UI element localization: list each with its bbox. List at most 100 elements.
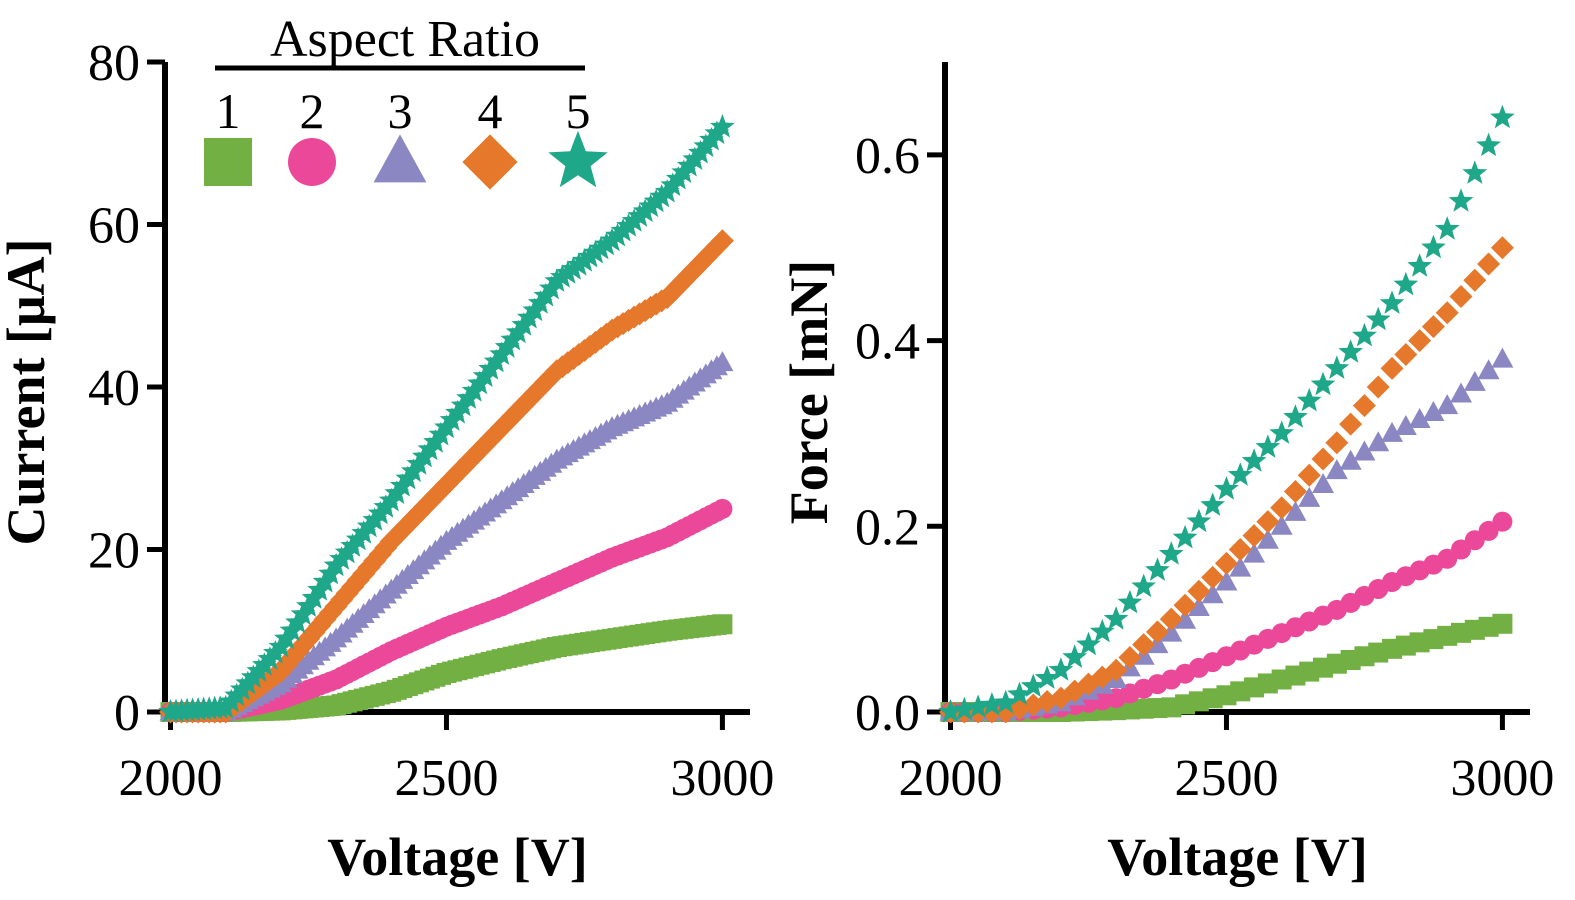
data-point: [1365, 306, 1391, 331]
data-point: [1310, 371, 1336, 396]
data-point: [710, 114, 735, 138]
y-axis-title: Force [mN]: [779, 260, 839, 524]
legend: Aspect Ratio 1 2 3 4 5: [204, 11, 608, 190]
data-point: [938, 699, 963, 723]
data-point: [1352, 322, 1377, 347]
data-point: [1408, 408, 1431, 428]
data-point: [1174, 608, 1197, 629]
series-2: [940, 511, 1513, 722]
legend-marker-circle: [288, 138, 336, 186]
x-tick-label: 2000: [119, 750, 223, 807]
data-point: [1283, 404, 1308, 428]
data-point: [710, 229, 734, 253]
legend-entry-label: 4: [478, 83, 503, 139]
data-point: [1229, 556, 1252, 577]
data-point: [1104, 658, 1128, 682]
data-point: [965, 694, 991, 718]
x-tick-label: 3000: [670, 750, 774, 807]
data-point: [1408, 329, 1432, 353]
current-chart: 0 20 40 60 80 2000 2500 3000 Voltage [V] Current …: [0, 35, 774, 887]
data-point: [1477, 252, 1501, 276]
data-point: [1187, 579, 1211, 603]
data-point: [1381, 421, 1404, 442]
data-point: [1242, 524, 1266, 548]
data-point: [1187, 596, 1210, 617]
data-point: [1214, 551, 1238, 575]
data-point: [1214, 476, 1239, 500]
y-tick-label: 0.6: [855, 128, 920, 185]
series-5: [158, 114, 735, 723]
x-axis-title: Voltage [V]: [1107, 827, 1367, 887]
data-point: [1270, 496, 1294, 520]
y-tick-label: 80: [88, 35, 140, 92]
force-chart: 0.0 0.2 0.4 0.6 2000 2500 3000 Voltage [V] Force…: [779, 62, 1554, 887]
data-point: [1296, 387, 1322, 412]
data-point: [1312, 473, 1335, 493]
data-point: [1462, 160, 1488, 184]
x-axis-title: Voltage [V]: [327, 827, 587, 887]
data-point: [1201, 565, 1225, 589]
data-point: [1160, 621, 1183, 642]
data-point: [1435, 301, 1459, 325]
data-point: [1034, 665, 1060, 689]
data-point: [1062, 644, 1088, 668]
data-point: [1407, 253, 1432, 277]
data-point: [1421, 315, 1445, 339]
data-point: [1131, 573, 1156, 598]
data-point: [1297, 463, 1321, 487]
data-point: [1145, 620, 1169, 644]
data-point: [1118, 645, 1142, 669]
series-1: [160, 614, 733, 722]
data-point: [1201, 583, 1224, 604]
legend-title: Aspect Ratio: [270, 11, 540, 68]
data-point: [1434, 216, 1460, 240]
legend-entry-label: 1: [216, 83, 241, 139]
data-point: [1421, 234, 1446, 259]
data-point: [1158, 541, 1184, 565]
x-tick-label: 2500: [1174, 750, 1278, 807]
data-point: [1492, 613, 1513, 634]
data-point: [1243, 542, 1266, 563]
data-point: [1200, 492, 1225, 516]
data-point: [1256, 510, 1280, 534]
data-point: [1228, 538, 1252, 561]
legend-marker-square: [204, 138, 252, 186]
data-point: [1048, 657, 1074, 681]
data-point: [1215, 570, 1238, 591]
data-point: [1477, 359, 1500, 380]
data-point: [1298, 486, 1321, 507]
x-tick-label: 2500: [394, 750, 498, 807]
data-point: [979, 692, 1005, 716]
data-point: [1490, 104, 1515, 129]
data-point: [993, 689, 1019, 714]
legend-marker-star: [548, 130, 608, 188]
data-point: [1172, 524, 1198, 549]
data-point: [1255, 434, 1281, 458]
data-point: [1103, 606, 1129, 630]
data-point: [1145, 557, 1170, 581]
data-point: [1311, 447, 1335, 471]
legend-marker-diamond: [462, 134, 518, 190]
data-point: [712, 614, 733, 635]
data-point: [1380, 356, 1404, 380]
data-point: [1338, 339, 1363, 363]
legend-marker-triangle: [373, 134, 427, 183]
y-tick-label: 20: [88, 523, 140, 580]
data-point: [1283, 479, 1307, 503]
data-point: [1324, 355, 1350, 379]
series-4: [159, 229, 734, 724]
y-tick-label: 0: [114, 685, 140, 742]
y-tick-label: 0.4: [855, 314, 920, 371]
data-point: [1492, 511, 1513, 532]
data-point: [1422, 401, 1445, 422]
data-point: [583, 239, 608, 264]
data-point: [952, 696, 977, 721]
data-point: [1020, 673, 1046, 697]
data-point: [1393, 271, 1419, 296]
data-point: [1379, 290, 1405, 314]
data-point: [1339, 412, 1363, 436]
legend-entry-label: 3: [388, 83, 413, 139]
data-point: [1339, 449, 1362, 470]
data-point: [1186, 508, 1212, 533]
